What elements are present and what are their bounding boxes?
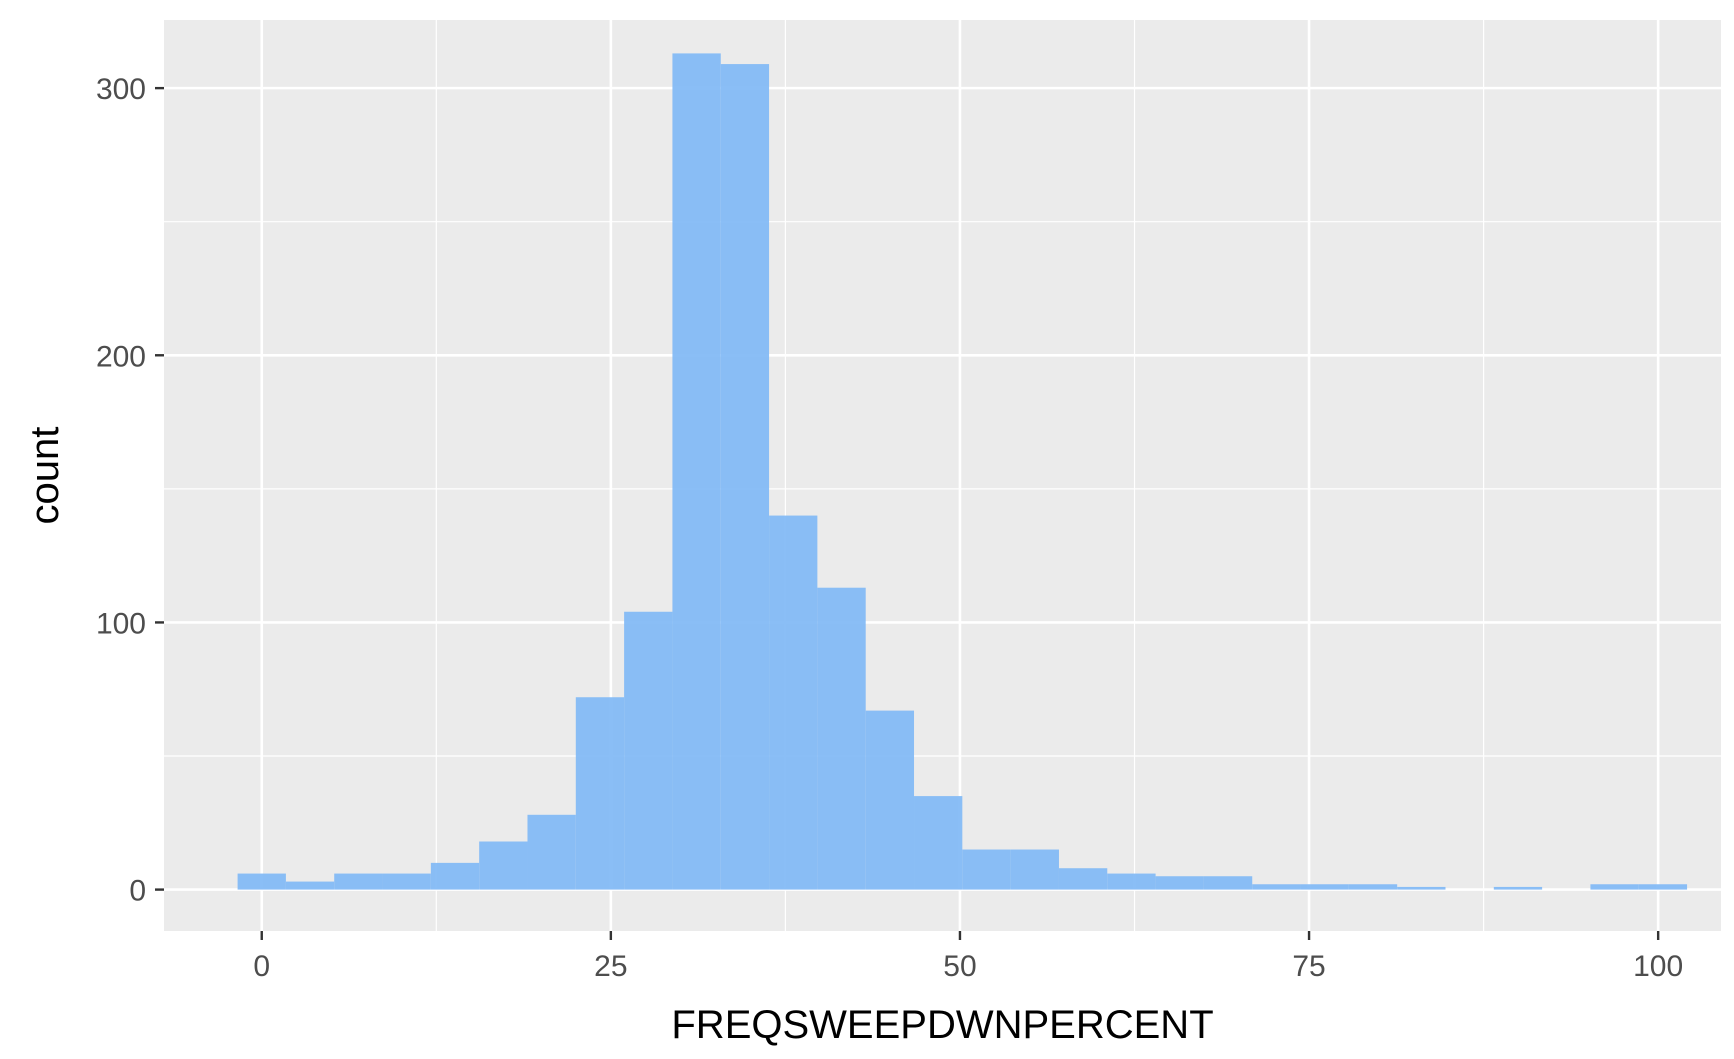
histogram-bar <box>769 515 818 890</box>
histogram-bar <box>1638 884 1688 890</box>
y-tick-label: 300 <box>96 73 146 106</box>
histogram-bar <box>1010 849 1059 890</box>
x-tick-label: 75 <box>1292 950 1325 983</box>
y-tick-label: 0 <box>129 875 146 908</box>
histogram-bar <box>1397 886 1446 890</box>
histogram-bar <box>1252 884 1301 890</box>
x-tick-label: 25 <box>594 950 627 983</box>
histogram-bar <box>865 710 915 890</box>
x-tick-label: 0 <box>253 950 270 983</box>
histogram-bar <box>1058 868 1108 890</box>
histogram-bar <box>285 881 335 890</box>
y-axis-title: count <box>23 427 67 525</box>
x-tick-label: 50 <box>943 950 976 983</box>
x-axis-title: FREQSWEEPDWNPERCENT <box>671 1003 1213 1047</box>
histogram-bar <box>1107 873 1156 890</box>
histogram-bar <box>1300 884 1349 890</box>
x-axis: 0 25 50 75 100 <box>253 931 1683 983</box>
histogram-bar <box>914 796 963 890</box>
y-axis: 0 100 200 300 <box>96 73 164 908</box>
histogram-bar <box>527 814 576 890</box>
histogram-bar <box>334 873 383 890</box>
histogram-bar <box>720 64 770 890</box>
histogram-bar <box>1155 876 1204 890</box>
histogram-bar <box>430 862 480 890</box>
histogram-bar <box>1493 886 1543 890</box>
histogram-bar <box>382 873 431 890</box>
y-tick-label: 100 <box>96 607 146 640</box>
histogram-bar <box>1590 884 1639 890</box>
histogram-bar <box>1203 876 1253 890</box>
histogram-bars <box>237 53 1688 890</box>
panel-background <box>164 20 1721 931</box>
histogram-bar <box>962 849 1011 890</box>
y-tick-label: 200 <box>96 340 146 373</box>
histogram-bar <box>479 841 528 890</box>
histogram-bar <box>672 53 721 890</box>
histogram-bar <box>817 587 866 890</box>
histogram-bar <box>575 697 625 890</box>
histogram-bar <box>237 873 286 890</box>
histogram-bar <box>624 611 673 890</box>
histogram-bar <box>1348 884 1398 890</box>
x-tick-label: 100 <box>1633 950 1683 983</box>
